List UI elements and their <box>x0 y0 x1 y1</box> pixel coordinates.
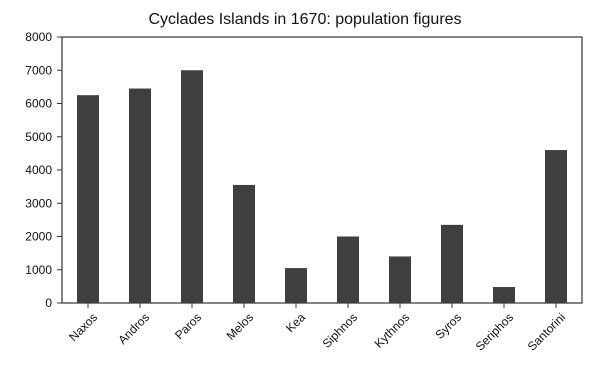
x-tick-label: Naxos <box>66 310 100 344</box>
y-tick-label: 4000 <box>25 163 52 177</box>
bar-kythnos <box>389 256 411 303</box>
bar-siphnos <box>337 236 359 303</box>
y-tick-label: 8000 <box>25 30 52 44</box>
x-tick-label: Santorini <box>525 310 568 353</box>
y-tick-label: 0 <box>45 296 52 310</box>
plot-area: 0 1000 2000 3000 4000 5000 6000 7000 8000 Naxos An… <box>25 30 583 354</box>
bar-seriphos <box>493 287 515 303</box>
y-tick-label: 3000 <box>25 196 52 210</box>
y-tick-label: 6000 <box>25 97 52 111</box>
bar-kea <box>285 268 307 303</box>
bar-naxos <box>77 95 99 303</box>
y-tick-label: 1000 <box>25 263 52 277</box>
y-tick-label: 7000 <box>25 63 52 77</box>
x-tick-label: Andros <box>115 310 152 347</box>
x-tick-label: Kea <box>283 310 308 335</box>
x-tick-label: Paros <box>172 310 204 342</box>
bar-syros <box>441 224 463 303</box>
bar-paros <box>181 70 203 303</box>
y-tick-label: 5000 <box>25 130 52 144</box>
x-tick-label: Siphnos <box>320 310 361 351</box>
x-tick-label: Seriphos <box>473 310 516 353</box>
x-tick-label: Melos <box>224 310 257 343</box>
x-tick-label: Syros <box>433 310 465 342</box>
x-tick-label: Kythnos <box>372 310 413 351</box>
y-tick-label: 2000 <box>25 230 52 244</box>
chart-title: Cyclades Islands in 1670: population fig… <box>148 11 461 28</box>
bar-santorini <box>545 150 567 303</box>
bar-melos <box>233 184 255 303</box>
bar-andros <box>129 88 151 303</box>
